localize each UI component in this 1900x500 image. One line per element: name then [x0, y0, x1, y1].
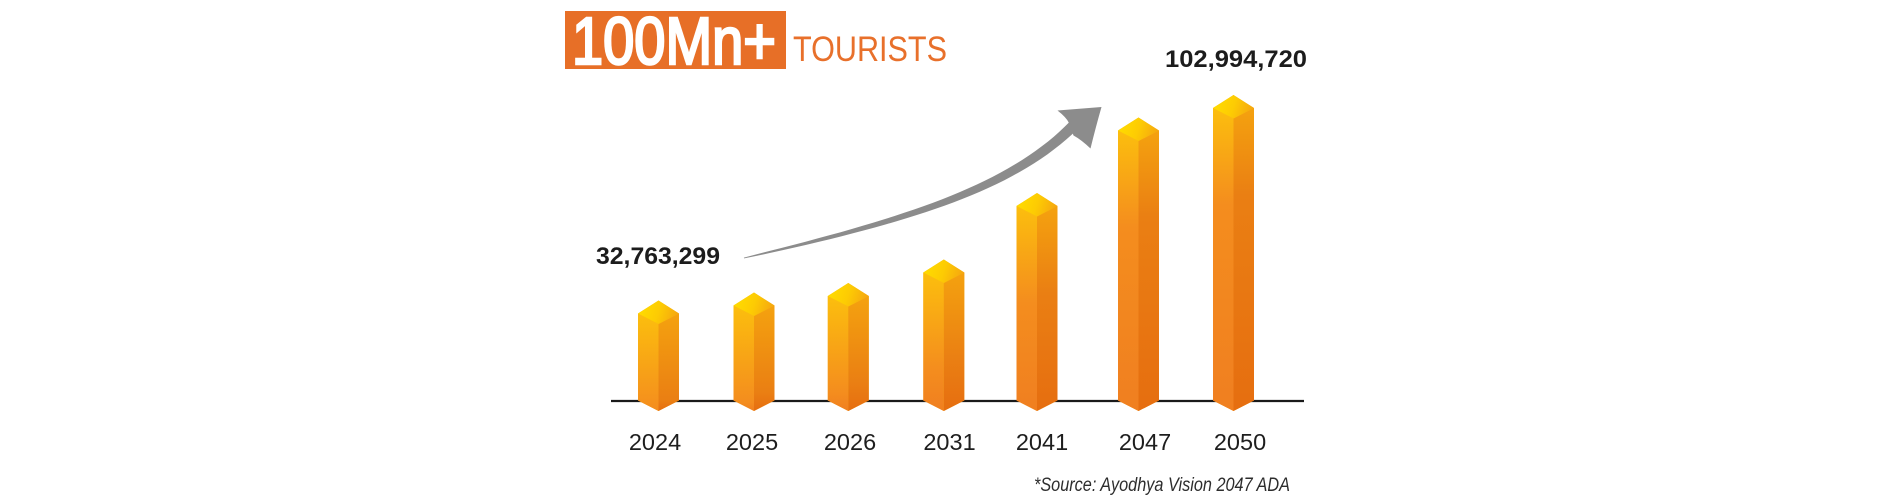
- svg-text:2024: 2024: [629, 429, 681, 455]
- svg-text:TOURISTS: TOURISTS: [793, 29, 947, 69]
- svg-text:2050: 2050: [1214, 429, 1266, 455]
- svg-text:2025: 2025: [726, 429, 778, 455]
- svg-text:2026: 2026: [824, 429, 876, 455]
- svg-text:2031: 2031: [923, 429, 975, 455]
- svg-text:2041: 2041: [1016, 429, 1068, 455]
- svg-text:*Source: Ayodhya Vision 2047 A: *Source: Ayodhya Vision 2047 ADA: [1034, 474, 1290, 496]
- svg-text:32,763,299: 32,763,299: [596, 243, 720, 270]
- svg-text:102,994,720: 102,994,720: [1165, 46, 1307, 73]
- svg-text:100Mn+: 100Mn+: [572, 4, 776, 79]
- svg-text:2047: 2047: [1119, 429, 1171, 455]
